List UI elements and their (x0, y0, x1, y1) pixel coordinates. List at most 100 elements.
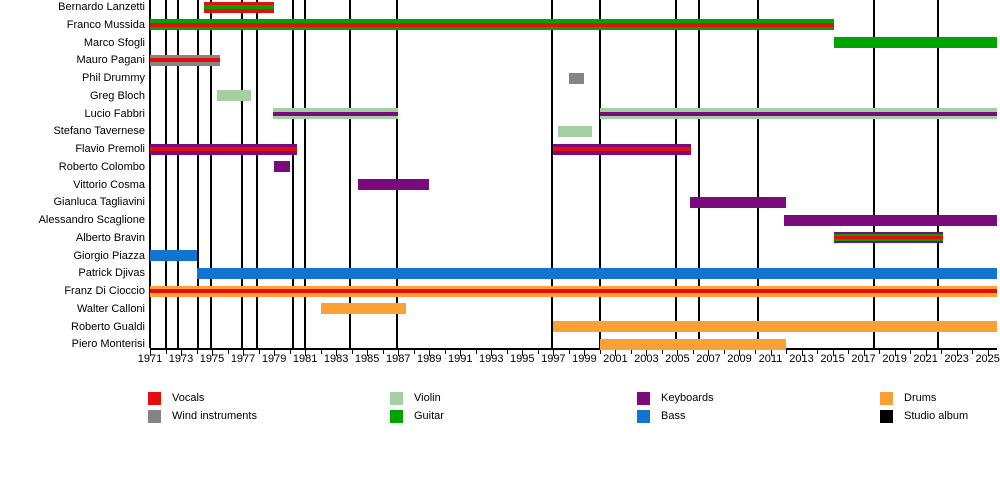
axis-year-label: 2017 (851, 353, 876, 365)
axis-tick (243, 350, 245, 356)
timeline-bar (150, 143, 298, 155)
member-label: Alessandro Scaglione (38, 214, 145, 226)
axis-tick (227, 350, 229, 354)
member-label: Vittorio Cosma (73, 178, 145, 191)
member-label: Flavio Premoli (75, 143, 145, 155)
studio-album-line (873, 0, 876, 348)
axis-tick (615, 350, 617, 356)
timeline-bar (599, 338, 786, 350)
timeline-bar (568, 72, 585, 84)
axis-tick (848, 350, 850, 354)
studio-album-line (550, 0, 553, 348)
timeline-bar (274, 161, 290, 173)
timeline-bar (196, 267, 997, 279)
axis-tick (553, 350, 555, 356)
timeline-bar (599, 108, 997, 119)
instrument-stripe (204, 5, 275, 9)
axis-tick (801, 350, 803, 356)
axis-year-label: 2021 (913, 353, 938, 365)
axis-year-label: 2003 (634, 353, 659, 365)
studio-album-line (240, 0, 243, 348)
studio-album-line (291, 0, 294, 348)
axis-tick (956, 350, 958, 356)
axis-tick (429, 350, 431, 356)
member-label: Greg Bloch (89, 89, 145, 102)
axis-year-label: 2025 (975, 353, 1000, 365)
member-label: Gianluca Tagliavini (53, 196, 145, 209)
studio-album-line (349, 0, 352, 348)
axis-tick (491, 350, 493, 356)
member-label: Roberto Gualdi (71, 320, 145, 333)
axis-tick (522, 350, 524, 356)
axis-year-label: 2001 (603, 353, 628, 365)
instrument-stripe (150, 58, 220, 63)
studio-album-line (209, 0, 212, 348)
timeline-bar (216, 90, 251, 102)
axis-tick (708, 350, 710, 356)
member-label: Piero Monterisi (71, 338, 145, 351)
instrument-stripe (553, 147, 692, 151)
axis-tick (879, 350, 881, 354)
studio-album-line (598, 0, 601, 348)
axis-tick (320, 350, 322, 354)
member-label: Roberto Colombo (58, 160, 145, 173)
axis-tick (289, 350, 291, 354)
axis-tick (537, 350, 539, 354)
axis-tick (165, 350, 167, 354)
axis-tick (925, 350, 927, 356)
studio-album-line (197, 0, 200, 348)
x-axis-line (150, 348, 997, 350)
axis-tick (770, 350, 772, 356)
member-label: Walter Calloni (76, 302, 145, 315)
studio-album-line (256, 0, 259, 348)
axis-year-label: 1983 (323, 353, 349, 365)
axis-tick (832, 350, 834, 356)
axis-year-label: 1985 (354, 353, 380, 365)
timeline-bar (150, 19, 835, 31)
studio-album-line (395, 0, 398, 348)
axis-year-label: 1971 (137, 353, 163, 365)
axis-tick (584, 350, 586, 356)
axis-tick (460, 350, 462, 356)
axis-tick (568, 350, 570, 354)
axis-tick (367, 350, 369, 356)
legend-swatch-album (880, 410, 893, 423)
studio-album-line (176, 0, 179, 348)
axis-year-label: 1977 (230, 353, 256, 365)
legend-swatch-wind (148, 410, 161, 423)
member-label: Phil Drummy (82, 72, 145, 84)
instrument-stripe (150, 22, 835, 27)
axis-tick (258, 350, 260, 354)
axis-tick (972, 350, 974, 354)
timeline-bar (553, 143, 692, 155)
studio-album-line (698, 0, 701, 348)
studio-album-line (674, 0, 677, 348)
instrument-stripe (150, 147, 298, 151)
axis-year-label: 1995 (510, 353, 535, 365)
axis-tick (150, 350, 151, 356)
legend-label-vocals: Vocals (172, 392, 205, 404)
axis-tick (382, 350, 384, 354)
studio-album-line (164, 0, 167, 348)
axis-year-label: 2013 (789, 353, 814, 365)
axis-year-label: 1993 (479, 353, 504, 365)
axis-tick (786, 350, 788, 354)
member-label: Marco Sfogli (83, 36, 145, 49)
member-label: Lucio Fabbri (84, 107, 145, 120)
legend-swatch-bass (637, 410, 650, 423)
member-label: Franco Mussida (66, 18, 145, 31)
axis-year-label: 2009 (727, 353, 752, 365)
legend-swatch-drums (880, 392, 893, 405)
axis-tick (755, 350, 756, 354)
axis-year-label: 1989 (416, 353, 442, 365)
studio-album-line (304, 0, 307, 348)
axis-tick (305, 350, 307, 356)
axis-year-label: 2005 (665, 353, 690, 365)
axis-tick (894, 350, 896, 356)
axis-tick (677, 350, 679, 356)
axis-tick (398, 350, 400, 356)
timeline-bar (784, 214, 997, 226)
legend-label-keyboards: Keyboards (661, 392, 714, 404)
timeline-bar (689, 196, 787, 208)
